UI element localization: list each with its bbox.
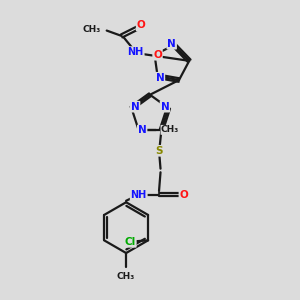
Text: O: O (179, 190, 188, 200)
Text: O: O (137, 20, 146, 31)
Text: N: N (138, 125, 146, 136)
Text: S: S (155, 146, 163, 156)
Text: CH₃: CH₃ (117, 272, 135, 280)
Text: O: O (153, 50, 162, 60)
Text: CH₃: CH₃ (82, 25, 101, 34)
Text: N: N (131, 102, 140, 112)
Text: N: N (167, 39, 176, 49)
Text: NH: NH (128, 47, 144, 57)
Text: N: N (160, 102, 169, 112)
Text: NH: NH (130, 190, 147, 200)
Text: CH₃: CH₃ (161, 125, 179, 134)
Text: Cl: Cl (124, 237, 136, 247)
Text: N: N (156, 73, 164, 83)
